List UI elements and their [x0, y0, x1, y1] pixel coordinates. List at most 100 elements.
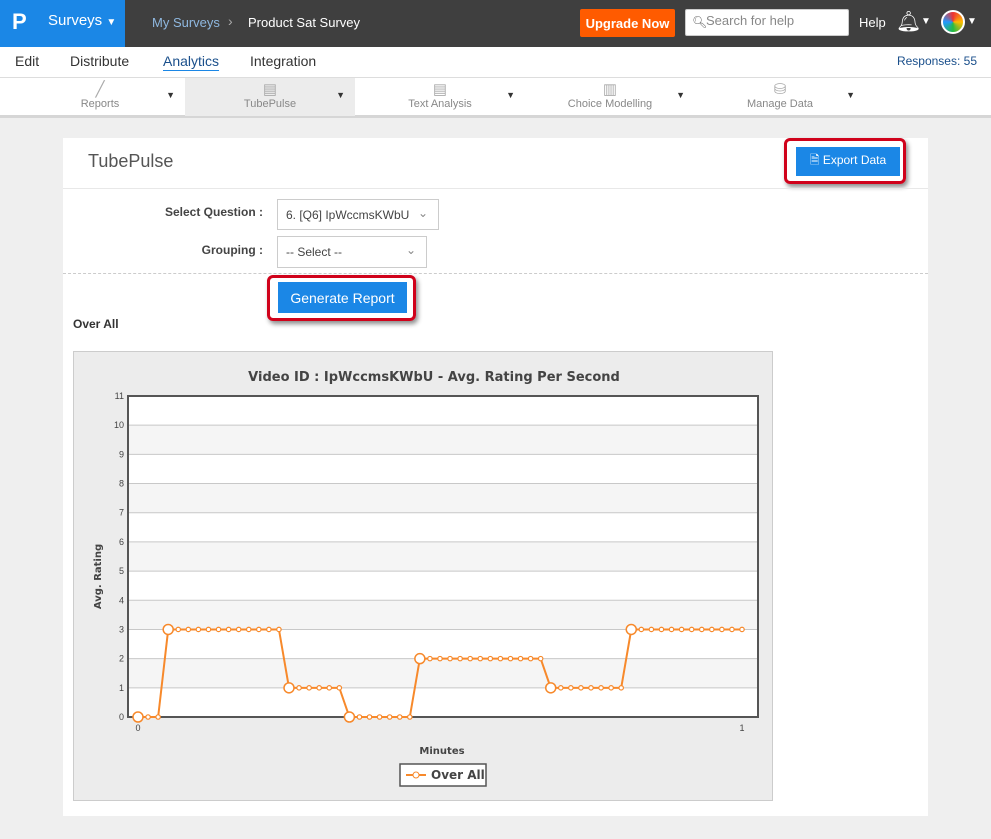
- data-point: [648, 626, 655, 633]
- chart-container: 0 1 2 3 4 5 6 7 8 9 10 11 0 1 Video ID : IpWccmsKWbU -…: [73, 351, 773, 801]
- search-icon: 🔍︎: [692, 15, 708, 29]
- data-point: [698, 626, 705, 633]
- breadcrumb-current: Product Sat Survey: [248, 15, 360, 30]
- subnav-label: Reports: [80, 98, 120, 110]
- data-point: [396, 714, 403, 720]
- page-title: TubePulse: [88, 151, 174, 171]
- data-point: [326, 685, 333, 691]
- data-point: [316, 685, 323, 691]
- data-point: [708, 626, 715, 633]
- data-point: [283, 682, 295, 694]
- caret-down-icon[interactable]: ▼: [967, 16, 977, 27]
- data-point: [568, 685, 574, 691]
- y-tick-label: 9: [119, 449, 124, 459]
- data-point: [497, 655, 504, 662]
- section-title: Over All: [73, 317, 119, 331]
- data-point: [467, 655, 474, 662]
- data-point: [537, 655, 544, 662]
- nav-distribute[interactable]: Distribute: [70, 53, 130, 69]
- y-tick-label: 8: [119, 479, 124, 489]
- export-data-button[interactable]: 🗎︎ Export Data: [795, 146, 901, 177]
- data-point: [225, 626, 232, 633]
- data-point: [729, 626, 735, 633]
- search-input[interactable]: [706, 13, 844, 28]
- nav-integration[interactable]: Integration: [250, 53, 317, 69]
- caret-down-icon[interactable]: ▼: [676, 90, 685, 100]
- subnav-reports[interactable]: ╱ Reports ▼: [15, 78, 185, 116]
- subnav-text-analysis[interactable]: ▤ Text Analysis ▼: [355, 78, 525, 116]
- data-point: [155, 714, 161, 720]
- chevron-down-icon: ⌄: [417, 206, 428, 220]
- data-point: [457, 655, 463, 662]
- data-point: [678, 626, 685, 633]
- y-tick-label: 4: [119, 595, 124, 605]
- data-point: [386, 714, 393, 720]
- nav-edit[interactable]: Edit: [15, 53, 40, 69]
- tubepulse-panel: TubePulse 🗎︎ Export Data Select Question…: [63, 138, 928, 816]
- data-point: [578, 685, 584, 691]
- grid-band: [128, 658, 758, 688]
- grid-band: [128, 483, 758, 513]
- bar-chart-icon: ▥: [602, 81, 618, 98]
- data-point: [414, 652, 426, 665]
- excel-icon: 🗎︎: [809, 153, 820, 167]
- grid-band: [128, 425, 758, 455]
- help-link[interactable]: Help: [859, 15, 886, 30]
- search-box: 🔍︎: [685, 9, 849, 36]
- data-point: [185, 626, 192, 633]
- data-point: [336, 685, 343, 691]
- x-axis-label: Minutes: [419, 746, 464, 757]
- subnav-label: Manage Data: [746, 98, 814, 110]
- data-point: [739, 626, 745, 633]
- data-point: [132, 711, 144, 723]
- data-point: [668, 626, 675, 633]
- data-point: [266, 626, 272, 633]
- subnav-choice-modelling[interactable]: ▥ Choice Modelling ▼: [525, 78, 695, 116]
- data-point: [688, 626, 695, 633]
- analytics-subnav: ╱ Reports ▼ ▤ TubePulse ▼ ▤ Text Analysis ▼ ▥ C…: [0, 78, 991, 118]
- select-value: -- Select --: [286, 245, 343, 259]
- line-chart-icon: ╱: [95, 81, 105, 98]
- caret-down-icon[interactable]: ▼: [506, 90, 515, 100]
- data-point: [544, 682, 557, 694]
- generate-report-button[interactable]: Generate Report: [277, 281, 408, 314]
- rating-chart: 0 1 2 3 4 5 6 7 8 9 10 11 0 1 Video ID : IpWccmsKWbU -…: [93, 370, 759, 787]
- subnav-manage-data[interactable]: ⛁ Manage Data ▼: [695, 78, 865, 116]
- caret-down-icon[interactable]: ▼: [846, 90, 855, 100]
- x-tick-label: 1: [739, 723, 744, 733]
- breadcrumb-my-surveys[interactable]: My Surveys: [152, 15, 220, 30]
- data-point: [145, 714, 151, 720]
- y-tick-label: 10: [114, 420, 124, 430]
- caret-down-icon: ▼: [106, 17, 117, 28]
- caret-down-icon[interactable]: ▼: [166, 90, 175, 100]
- y-tick-label: 1: [119, 683, 124, 693]
- product-switcher[interactable]: P Surveys ▼: [0, 0, 125, 47]
- caret-down-icon[interactable]: ▼: [921, 16, 931, 27]
- product-name: Surveys: [48, 12, 103, 29]
- select-question-dropdown[interactable]: 6. [Q6] IpWccmsKWbU ⌄: [277, 199, 439, 230]
- data-point: [427, 655, 433, 662]
- subnav-label: Choice Modelling: [567, 98, 653, 110]
- grid-band: [128, 541, 758, 572]
- bell-icon[interactable]: 🔔︎: [896, 11, 922, 33]
- data-point: [235, 626, 242, 633]
- data-point: [598, 685, 604, 691]
- y-tick-label: 2: [119, 654, 124, 664]
- data-point: [376, 714, 383, 720]
- document-icon: ▤: [262, 81, 278, 98]
- subnav-tubepulse[interactable]: ▤ TubePulse ▼: [185, 78, 355, 116]
- main-nav: Edit Distribute Analytics Integration: [0, 47, 991, 78]
- upgrade-button[interactable]: Upgrade Now: [580, 9, 675, 37]
- data-point: [625, 623, 638, 636]
- chevron-down-icon: ⌄: [405, 243, 416, 257]
- y-axis-label: Avg. Rating: [93, 544, 104, 609]
- nav-analytics[interactable]: Analytics: [163, 53, 220, 69]
- select-question-label: Select Question :: [164, 205, 263, 219]
- subnav-label: Text Analysis: [408, 98, 472, 110]
- responses-count: Responses: 55: [896, 54, 977, 68]
- data-point: [245, 626, 252, 633]
- grouping-dropdown[interactable]: -- Select -- ⌄: [277, 236, 427, 268]
- data-point: [343, 711, 356, 723]
- caret-down-icon[interactable]: ▼: [336, 90, 345, 100]
- avatar[interactable]: [941, 10, 965, 34]
